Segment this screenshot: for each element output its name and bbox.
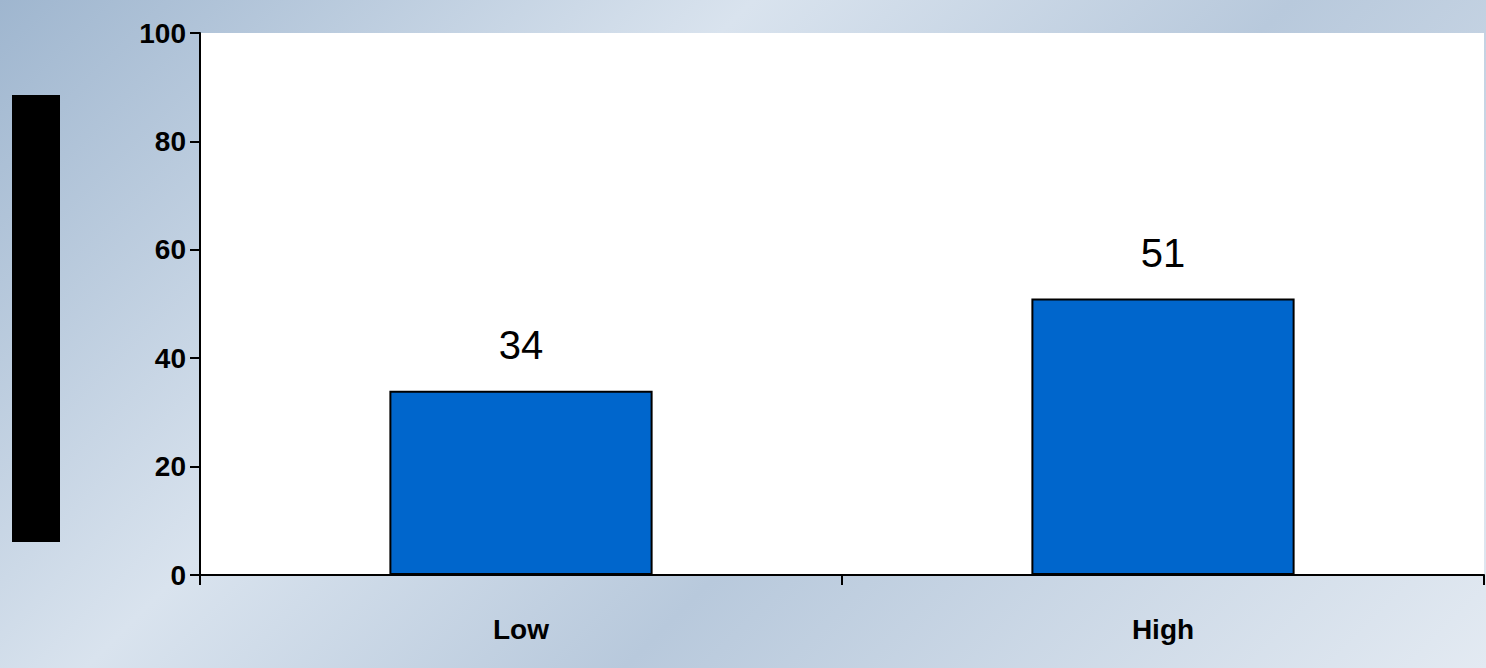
svg-text:Low: Low: [493, 614, 549, 645]
svg-text:34: 34: [499, 323, 544, 367]
svg-text:0: 0: [170, 560, 186, 591]
svg-text:40: 40: [155, 343, 186, 374]
svg-text:High: High: [1132, 614, 1194, 645]
svg-text:20: 20: [155, 451, 186, 482]
svg-text:51: 51: [1141, 231, 1186, 275]
svg-text:100: 100: [139, 18, 186, 49]
svg-text:80: 80: [155, 126, 186, 157]
svg-text:60: 60: [155, 234, 186, 265]
